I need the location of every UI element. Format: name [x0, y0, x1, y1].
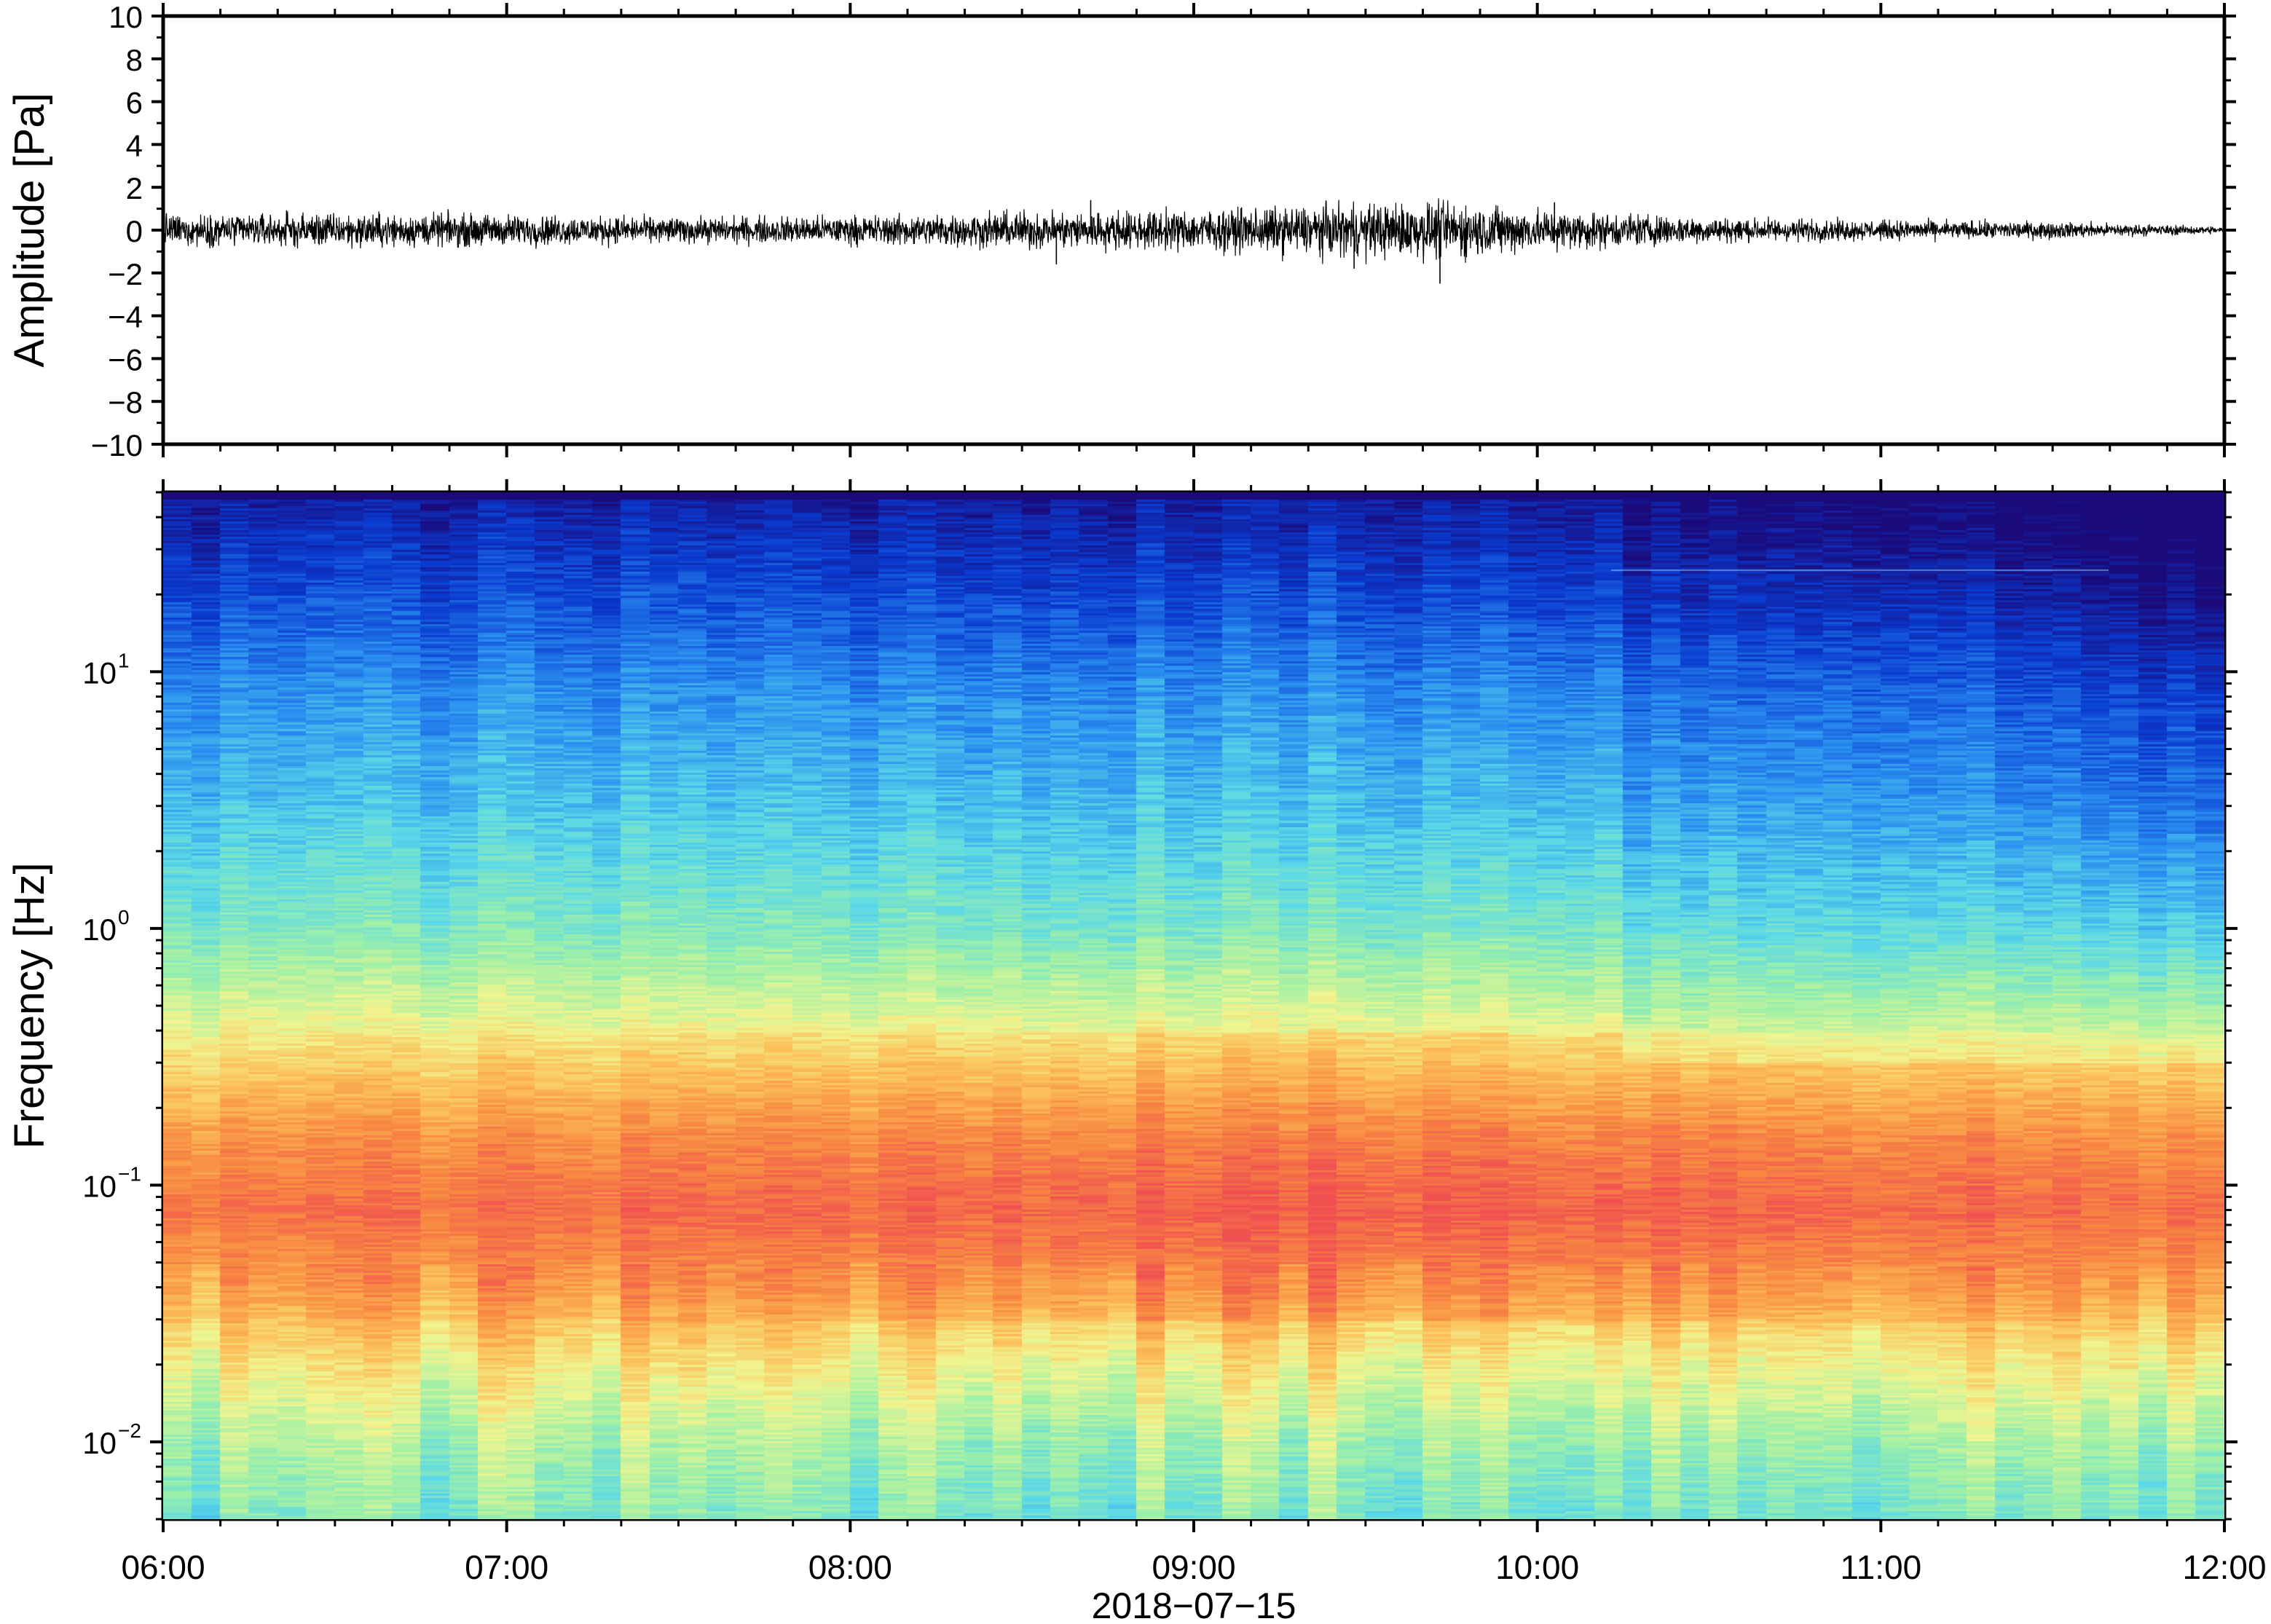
x-tick-label: 08:00	[808, 1548, 892, 1586]
x-tick-label: 11:00	[1840, 1548, 1921, 1586]
waveform-panel: 10 8 6 4 2 0 −2 −4 −6 −8 −10 Amplitude [Pa]	[6, 0, 2236, 462]
x-axis-date-label: 2018−07−15	[1092, 1585, 1296, 1624]
waveform-y-axis: 10 8 6 4 2 0 −2 −4 −6 −8 −10	[91, 0, 2236, 462]
waveform-y-tick-label: −8	[108, 385, 143, 419]
spectrogram-y-tick-exponent: 1	[118, 649, 130, 671]
waveform-y-tick-label: −2	[108, 257, 143, 291]
x-tick-label: 07:00	[465, 1548, 548, 1586]
x-tick-label: 06:00	[121, 1548, 205, 1586]
waveform-y-tick-label: 0	[126, 214, 143, 248]
spectrogram-y-tick-base: 10	[82, 1426, 117, 1460]
waveform-y-tick-label: 10	[109, 0, 143, 34]
x-tick-label: 09:00	[1152, 1548, 1235, 1586]
spectrogram-heatmap	[163, 492, 2224, 1519]
waveform-trace	[162, 198, 2225, 264]
waveform-y-tick-label: 6	[126, 86, 143, 120]
spectrogram-y-tick-base: 10	[82, 912, 117, 947]
spectrogram-y-tick-base: 10	[82, 1169, 117, 1203]
spectrogram-y-tick-exponent: −1	[118, 1162, 141, 1185]
waveform-y-tick-label: −10	[91, 428, 143, 462]
waveform-y-tick-label: 4	[126, 128, 143, 162]
spectrogram-x-axis: 06:00 07:00 08:00 09:00 10:00 11:00 12:00	[121, 479, 2267, 1586]
x-tick-label: 10:00	[1495, 1548, 1579, 1586]
waveform-y-tick-label: 2	[126, 171, 143, 205]
spectrogram-y-tick-exponent: 0	[118, 906, 130, 929]
waveform-y-tick-label: 8	[126, 43, 143, 77]
spectrogram-y-tick-exponent: −2	[118, 1419, 141, 1442]
waveform-peaks	[1055, 200, 1556, 284]
waveform-y-tick-label: −4	[108, 300, 143, 334]
waveform-x-ticks	[162, 3, 2226, 457]
waveform-y-tick-label: −6	[108, 342, 143, 377]
spectrogram-y-tick-base: 10	[82, 655, 117, 690]
x-tick-label: 12:00	[2182, 1548, 2266, 1586]
spectrogram-y-axis-label: Frequency [Hz]	[6, 862, 53, 1148]
waveform-y-axis-label: Amplitude [Pa]	[6, 92, 53, 367]
